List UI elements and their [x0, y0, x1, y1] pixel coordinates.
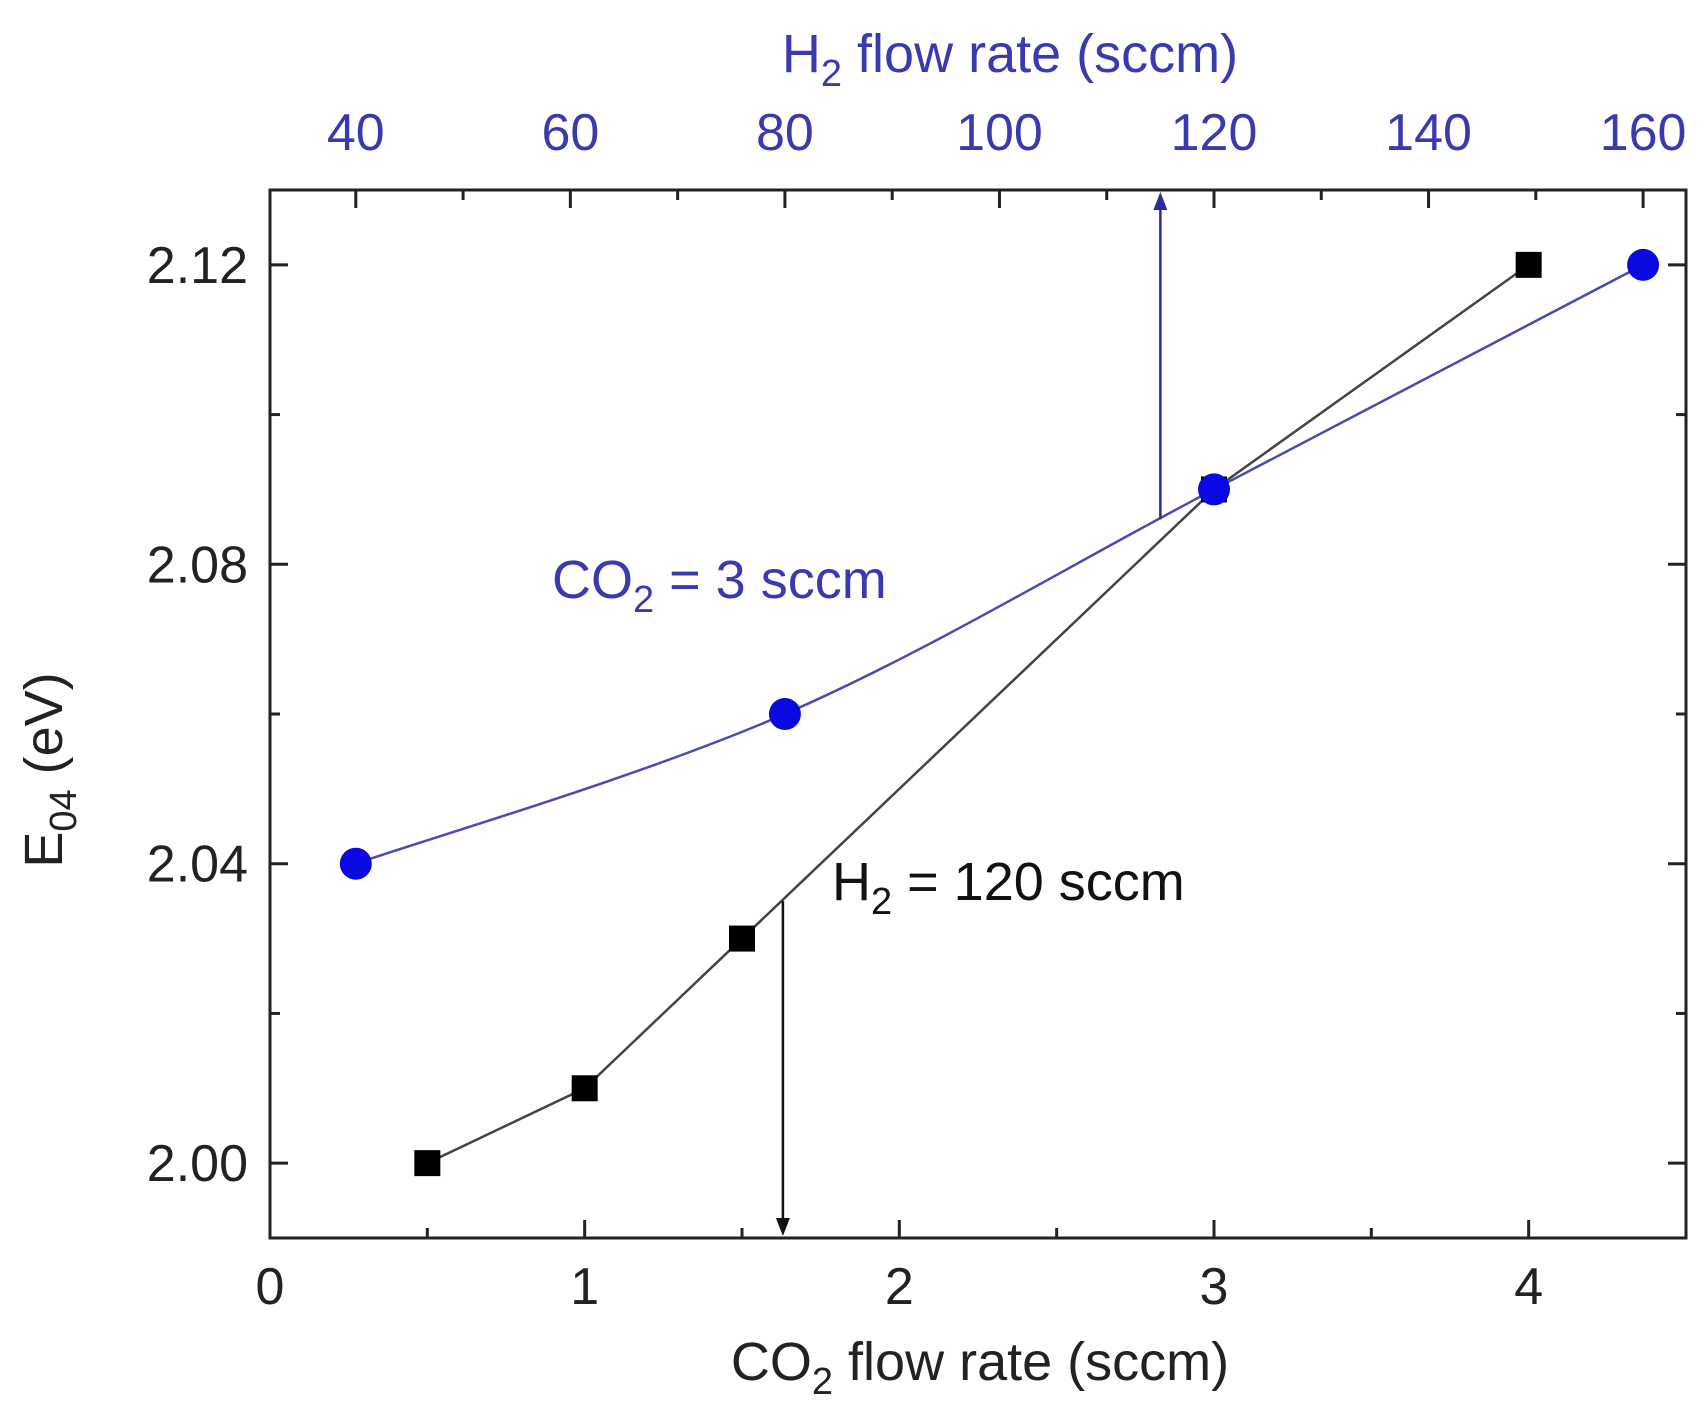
- square-point: [414, 1150, 441, 1177]
- circle-point: [1627, 248, 1660, 281]
- circle-point: [1198, 473, 1230, 506]
- square-point: [729, 925, 755, 952]
- circle-point: [339, 847, 372, 880]
- left-tick-label: 2.08: [147, 536, 248, 594]
- annotation-h2: H2 = 120 sccm: [832, 852, 1185, 923]
- series-markers: [339, 248, 1660, 1177]
- bottom-tick-label: 3: [1200, 1258, 1229, 1316]
- bottom-tick-label: 0: [256, 1258, 285, 1316]
- top-tick-label: 60: [541, 104, 599, 162]
- series-lines: [355, 263, 1644, 1165]
- top-tick-label: 120: [1171, 104, 1258, 162]
- top-tick-label: 140: [1385, 104, 1472, 162]
- arrows: [775, 192, 1168, 1236]
- top-tick-label: 40: [327, 104, 385, 162]
- top-axis-title: H2 flow rate (sccm): [782, 24, 1238, 95]
- left-tick-label: 2.12: [147, 237, 248, 295]
- bottom-tick-label: 4: [1514, 1258, 1543, 1316]
- bottom-axis-title: CO2 flow rate (sccm): [731, 1332, 1229, 1403]
- circle-point: [768, 698, 801, 730]
- bottom-tick-label: 2: [885, 1258, 914, 1316]
- square-point: [571, 1075, 598, 1102]
- annotation-co2: CO2 = 3 sccm: [552, 550, 887, 621]
- arrow-head-1: [775, 1218, 790, 1236]
- left-tick-label: 2.00: [147, 1135, 248, 1193]
- tick-labels: 0 1 2 3 4 40 60 80 100 120 140 160 2.00 2.04 2.08 2.12: [147, 104, 1687, 1316]
- left-tick-label: 2.04: [147, 836, 248, 894]
- left-axis-title: E04 (eV): [14, 672, 85, 867]
- ticks: [268, 190, 1688, 1238]
- arrow-head-0: [1153, 192, 1168, 210]
- top-tick-label: 160: [1600, 104, 1687, 162]
- series-line-0: [426, 263, 1530, 1165]
- bottom-tick-label: 1: [570, 1258, 599, 1316]
- top-tick-label: 100: [956, 104, 1043, 162]
- square-point: [1515, 251, 1542, 278]
- top-tick-label: 80: [756, 104, 814, 162]
- series-line-1: [355, 263, 1644, 865]
